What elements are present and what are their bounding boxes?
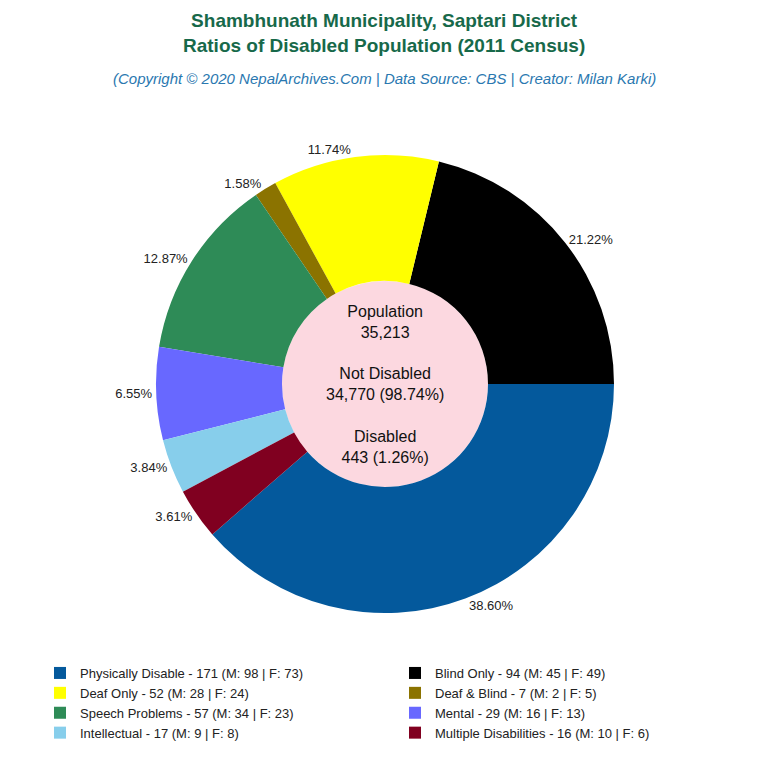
svg-text:Blind Only - 94 (M: 45 | F: 49: Blind Only - 94 (M: 45 | F: 49)	[435, 666, 605, 681]
svg-text:21.22%: 21.22%	[569, 232, 614, 247]
svg-text:3.61%: 3.61%	[155, 509, 192, 524]
svg-text:Mental - 29 (M: 16 | F: 13): Mental - 29 (M: 16 | F: 13)	[435, 706, 585, 721]
svg-text:Multiple Disabilities - 16 (M:: Multiple Disabilities - 16 (M: 10 | F: 6…	[435, 726, 649, 741]
svg-text:(Copyright © 2020 NepalArchive: (Copyright © 2020 NepalArchives.Com | Da…	[113, 70, 656, 87]
svg-text:12.87%: 12.87%	[144, 251, 189, 266]
svg-text:11.74%: 11.74%	[308, 142, 352, 157]
svg-text:Shambhunath Municipality, Sapt: Shambhunath Municipality, Saptari Distri…	[183, 10, 585, 56]
svg-text:Population35,213Not Disabled34: Population35,213Not Disabled34,770 (98.7…	[326, 303, 444, 466]
svg-text:Deaf Only - 52 (M: 28 | F: 24): Deaf Only - 52 (M: 28 | F: 24)	[80, 686, 249, 701]
svg-text:Physically Disable - 171 (M: 9: Physically Disable - 171 (M: 98 | F: 73)	[80, 666, 303, 681]
svg-text:38.60%: 38.60%	[469, 598, 514, 613]
svg-text:6.55%: 6.55%	[115, 386, 152, 401]
svg-text:1.58%: 1.58%	[224, 176, 261, 191]
svg-text:Speech Problems - 57 (M: 34 |: Speech Problems - 57 (M: 34 | F: 23)	[80, 706, 294, 721]
svg-text:Deaf & Blind - 7 (M: 2 | F: 5): Deaf & Blind - 7 (M: 2 | F: 5)	[435, 686, 597, 701]
svg-text:Intellectual - 17 (M: 9 | F: 8: Intellectual - 17 (M: 9 | F: 8)	[80, 726, 239, 741]
svg-text:3.84%: 3.84%	[130, 460, 167, 475]
